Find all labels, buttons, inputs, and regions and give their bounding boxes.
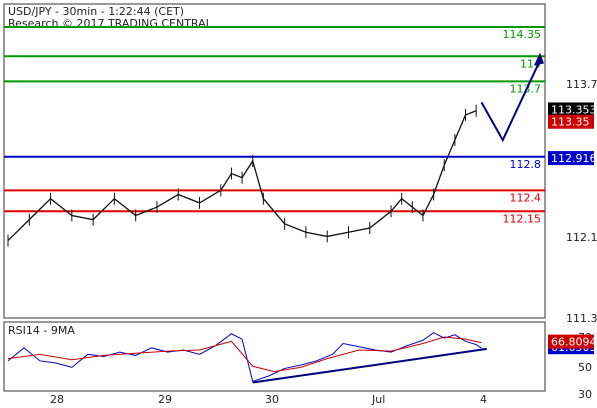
level-label: 112.8 [510,158,542,171]
price-tag-label: 112.916 [551,152,597,165]
x-tick-label: 29 [158,393,172,406]
x-tick-label: 28 [50,393,64,406]
price-tag [548,151,594,166]
rsi-series: 61.650966.8094 [7,332,597,384]
forecast-arrowhead [534,52,544,66]
x-tick-label: 30 [265,393,279,406]
price-tag-label: 113.35 [551,116,590,129]
y-tick-label: 112.1 [566,231,597,244]
rsi-value-tag [548,334,594,349]
level-lines: 114.35 114 113.7 112.8 112.4 112.15 [4,25,545,225]
price-tag [548,114,594,129]
forecast-line [480,60,541,143]
rsi-title: RSI14 - 9MA [8,324,75,337]
y-tick-label: 111.3 [566,312,597,325]
forecast-arrow [480,52,544,143]
x-tick-label: 4 [480,393,487,406]
price-panel-frame [3,3,546,319]
price-series [7,104,477,247]
chart-title: USD/JPY - 30min - 1:22:44 (CET) [8,5,184,18]
last-price-tag [548,102,594,117]
last-price-label: 113.353 [551,103,597,116]
rsi-tick-label: 50 [578,361,592,374]
rsi-line [7,336,482,373]
rsi-value-label: 66.8094 [551,336,597,349]
y-tick-label: 113.7 [566,78,597,91]
level-label: 114 [520,57,541,70]
level-label: 113.7 [510,82,542,95]
rsi-line [7,332,482,383]
rsi-tick-label: 30 [578,388,592,401]
level-label: 114.35 [503,28,542,41]
x-tick-label: Jul [371,393,385,406]
level-label: 112.4 [510,191,542,204]
rsi-trendline [252,347,487,384]
level-label: 112.15 [503,212,542,225]
chart-subtitle: Research © 2017 TRADING CENTRAL [8,17,213,30]
rsi-panel-frame [3,321,546,392]
